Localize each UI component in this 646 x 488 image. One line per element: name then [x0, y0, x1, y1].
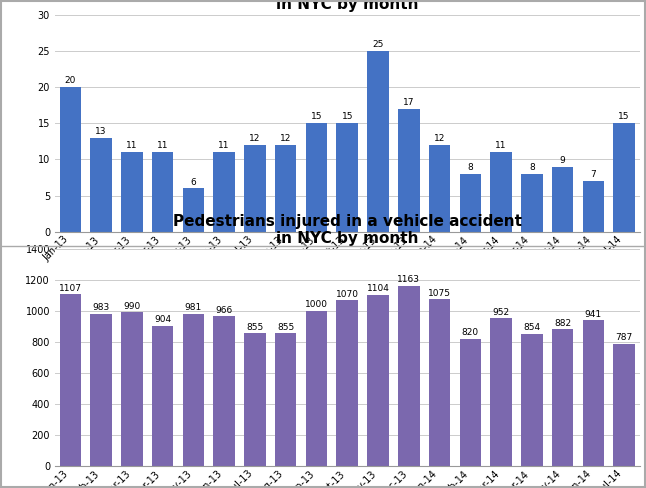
Bar: [429, 299, 450, 466]
Bar: [275, 333, 297, 466]
Text: 952: 952: [492, 308, 510, 317]
Bar: [121, 312, 143, 466]
Text: 1107: 1107: [59, 284, 82, 293]
Title: Pedestrians injured in a vehicle accident
in NYC by month: Pedestrians injured in a vehicle acciden…: [172, 214, 522, 246]
Text: 15: 15: [342, 112, 353, 122]
Bar: [614, 344, 635, 466]
Text: 981: 981: [185, 304, 202, 312]
Text: 11: 11: [218, 142, 230, 150]
Text: 12: 12: [434, 134, 445, 143]
Bar: [90, 314, 112, 466]
Bar: [183, 314, 204, 466]
Bar: [459, 174, 481, 232]
Text: 941: 941: [585, 309, 602, 319]
Bar: [614, 123, 635, 232]
Text: 854: 854: [523, 323, 541, 332]
Bar: [429, 145, 450, 232]
Text: 983: 983: [92, 303, 110, 312]
Text: 855: 855: [246, 323, 264, 332]
Bar: [213, 316, 235, 466]
Bar: [244, 145, 266, 232]
Text: 11: 11: [495, 142, 507, 150]
Bar: [459, 339, 481, 466]
Text: 25: 25: [372, 40, 384, 49]
Bar: [183, 188, 204, 232]
Text: 15: 15: [311, 112, 322, 122]
Text: 13: 13: [96, 127, 107, 136]
Bar: [152, 152, 173, 232]
Title: Pedestrians killed in a vehicle accident
in NYC by month: Pedestrians killed in a vehicle accident…: [180, 0, 515, 12]
Bar: [583, 320, 604, 466]
Text: 855: 855: [277, 323, 295, 332]
Text: 8: 8: [468, 163, 473, 172]
Bar: [367, 295, 389, 466]
Bar: [583, 181, 604, 232]
Text: 990: 990: [123, 302, 140, 311]
Bar: [398, 109, 419, 232]
Bar: [121, 152, 143, 232]
Text: 9: 9: [559, 156, 565, 165]
Bar: [490, 318, 512, 466]
Text: 12: 12: [280, 134, 291, 143]
Text: 11: 11: [157, 142, 169, 150]
Bar: [275, 145, 297, 232]
Text: 820: 820: [462, 328, 479, 337]
Text: 11: 11: [126, 142, 138, 150]
Bar: [306, 311, 328, 466]
Text: 966: 966: [216, 305, 233, 315]
Bar: [213, 152, 235, 232]
Text: 904: 904: [154, 315, 171, 324]
Bar: [306, 123, 328, 232]
Bar: [337, 123, 358, 232]
Bar: [244, 333, 266, 466]
Bar: [490, 152, 512, 232]
Text: 20: 20: [65, 76, 76, 85]
Bar: [552, 167, 574, 232]
Text: 6: 6: [191, 178, 196, 186]
Bar: [90, 138, 112, 232]
Text: 787: 787: [616, 333, 633, 343]
Bar: [367, 51, 389, 232]
Text: 882: 882: [554, 319, 571, 327]
Text: 15: 15: [618, 112, 630, 122]
Bar: [59, 87, 81, 232]
Bar: [521, 334, 543, 466]
Text: 1000: 1000: [305, 301, 328, 309]
Text: 8: 8: [529, 163, 535, 172]
Bar: [552, 329, 574, 466]
Text: 1070: 1070: [336, 289, 359, 299]
Text: 7: 7: [590, 170, 596, 179]
Bar: [337, 300, 358, 466]
Bar: [59, 294, 81, 466]
Text: 17: 17: [403, 98, 415, 107]
Text: 1075: 1075: [428, 289, 451, 298]
Text: 1163: 1163: [397, 275, 421, 284]
Bar: [521, 174, 543, 232]
Bar: [152, 326, 173, 466]
Text: 1104: 1104: [366, 284, 390, 293]
Text: 12: 12: [249, 134, 260, 143]
Bar: [398, 285, 419, 466]
